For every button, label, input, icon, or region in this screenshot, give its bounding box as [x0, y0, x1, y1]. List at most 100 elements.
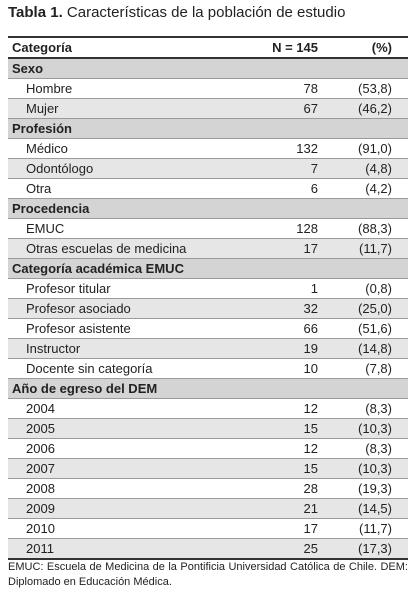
cell: 66 [303, 321, 318, 336]
section-name: Categoría académica EMUC [12, 261, 184, 276]
cell: (10,3) [358, 461, 392, 476]
cell: Otra [26, 181, 52, 196]
cell: Docente sin categoría [26, 361, 153, 376]
data-row: Otras escuelas de medicina 17 (11,7) [8, 239, 408, 259]
cell: 15 [303, 421, 318, 436]
cell: 7 [310, 161, 318, 176]
data-row: Médico 132 (91,0) [8, 139, 408, 159]
cell: 19 [303, 341, 318, 356]
cell: 2004 [26, 401, 55, 416]
cell: (88,3) [358, 221, 392, 236]
cell: 132 [296, 141, 318, 156]
cell: Otras escuelas de medicina [26, 241, 187, 256]
cell: (51,6) [358, 321, 392, 336]
cell: 2011 [26, 541, 54, 556]
data-row: 2008 28 (19,3) [8, 479, 408, 499]
cell: 2005 [26, 421, 55, 436]
cell: (19,3) [358, 481, 392, 496]
section-name: Sexo [12, 61, 44, 76]
data-row: 2004 12 (8,3) [8, 399, 408, 419]
header-row: Categoría N = 145 (%) [8, 36, 408, 59]
cell: (14,8) [358, 341, 392, 356]
cell: (53,8) [358, 81, 392, 96]
cell: 2008 [26, 481, 55, 496]
data-row: 2005 15 (10,3) [8, 419, 408, 439]
header-cell: N = 145 [272, 40, 318, 55]
cell: 128 [296, 221, 318, 236]
data-row: Profesor asistente 66 (51,6) [8, 319, 408, 339]
cell: 28 [303, 481, 318, 496]
cell: (14,5) [358, 501, 392, 516]
table: Categoría N = 145 (%) Sexo Hombre 78 (53,8) Muj… [8, 36, 408, 560]
cell: (7,8) [365, 361, 392, 376]
cell: 12 [303, 441, 318, 456]
section-row: Profesión [8, 119, 408, 139]
cell: Instructor [26, 341, 81, 356]
section-row: Sexo [8, 59, 408, 79]
cell: 32 [303, 301, 318, 316]
table-title: Tabla 1. Características de la población… [8, 4, 345, 21]
section-row: Procedencia [8, 199, 408, 219]
cell: (4,8) [365, 161, 392, 176]
cell: (11,7) [359, 521, 392, 536]
data-row: 2007 15 (10,3) [8, 459, 408, 479]
cell: Profesor asociado [26, 301, 131, 316]
data-row: Mujer 67 (46,2) [8, 99, 408, 119]
cell: 2009 [26, 501, 55, 516]
data-row: 2009 21 (14,5) [8, 499, 408, 519]
cell: (17,3) [358, 541, 392, 556]
data-row: Profesor titular 1 (0,8) [8, 279, 408, 299]
data-row: Profesor asociado 32 (25,0) [8, 299, 408, 319]
title-label: Tabla 1. [8, 4, 63, 21]
data-row: EMUC 128 (88,3) [8, 219, 408, 239]
cell: Profesor titular [26, 281, 111, 296]
cell: (8,3) [365, 401, 392, 416]
cell: (25,0) [358, 301, 392, 316]
data-row: 2010 17 (11,7) [8, 519, 408, 539]
cell: 6 [310, 181, 318, 196]
cell: 21 [303, 501, 318, 516]
cell: (4,2) [365, 181, 392, 196]
data-row: 2006 12 (8,3) [8, 439, 408, 459]
cell: Odontólogo [26, 161, 94, 176]
header-cell: Categoría [12, 40, 72, 55]
data-row: Instructor 19 (14,8) [8, 339, 408, 359]
cell: 67 [303, 101, 318, 116]
header-cell: (%) [371, 40, 392, 55]
cell: Médico [26, 141, 68, 156]
data-row: 2011 25 (17,3) [8, 539, 408, 560]
data-row: Hombre 78 (53,8) [8, 79, 408, 99]
section-row: Año de egreso del DEM [8, 379, 408, 399]
cell: (11,7) [359, 241, 392, 256]
cell: 2010 [26, 521, 55, 536]
cell: 78 [303, 81, 318, 96]
footnote: EMUC: Escuela de Medicina de la Pontific… [8, 561, 408, 588]
cell: 2007 [26, 461, 55, 476]
cell: 2006 [26, 441, 55, 456]
cell: EMUC [26, 221, 65, 236]
cell: (91,0) [358, 141, 392, 156]
cell: 12 [303, 401, 318, 416]
cell: 17 [303, 521, 318, 536]
cell: Mujer [26, 101, 59, 116]
cell: 17 [303, 241, 318, 256]
data-row: Odontólogo 7 (4,8) [8, 159, 408, 179]
cell: (8,3) [365, 441, 392, 456]
cell: (0,8) [365, 281, 392, 296]
data-row: Otra 6 (4,2) [8, 179, 408, 199]
section-name: Año de egreso del DEM [12, 381, 158, 396]
cell: 15 [303, 461, 318, 476]
cell: 1 [310, 281, 318, 296]
cell: Profesor asistente [26, 321, 131, 336]
cell: (46,2) [358, 101, 392, 116]
cell: 25 [303, 541, 318, 556]
title-text: Características de la población de estud… [66, 4, 346, 21]
cell: Hombre [26, 81, 73, 96]
section-name: Profesión [12, 121, 72, 136]
cell: 10 [303, 361, 318, 376]
section-row: Categoría académica EMUC [8, 259, 408, 279]
section-name: Procedencia [12, 201, 90, 216]
data-row: Docente sin categoría 10 (7,8) [8, 359, 408, 379]
cell: (10,3) [358, 421, 392, 436]
